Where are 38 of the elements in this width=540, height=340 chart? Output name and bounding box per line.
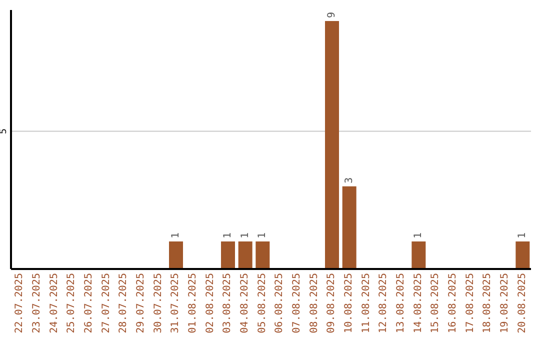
x-tick-label: 19.08.2025	[500, 273, 510, 334]
x-tick-label: 30.07.2025	[152, 273, 164, 334]
x-tick-label: 20.08.2025	[516, 273, 528, 334]
data-label: 3	[344, 177, 355, 184]
x-tick-label: 05.08.2025	[256, 273, 268, 334]
data-label: 9	[326, 12, 338, 18]
x-tick-label: 04.08.2025	[240, 273, 250, 334]
x-tick-label: 12.08.2025	[378, 273, 390, 334]
data-label: 1	[222, 232, 234, 238]
x-tick-label: 27.07.2025	[100, 273, 112, 334]
data-label: 1	[240, 232, 251, 238]
x-tick-label: 18.08.2025	[482, 273, 494, 334]
x-tick-label: 25.07.2025	[66, 273, 78, 334]
data-label: 1	[517, 232, 528, 238]
data-label: 1	[257, 232, 268, 238]
data-label: 1	[170, 232, 182, 238]
x-tick-label: 26.07.2025	[84, 273, 94, 334]
x-tick-label: 22.07.2025	[14, 273, 26, 334]
x-tick-label: 29.07.2025	[136, 273, 146, 334]
x-tick-label: 13.08.2025	[396, 273, 406, 334]
x-tick-label: 31.07.2025	[170, 273, 182, 334]
x-tick-label: 24.07.2025	[48, 273, 60, 334]
data-label: 1	[413, 232, 424, 238]
x-tick-label: 11.08.2025	[360, 273, 372, 334]
x-tick-label: 07.08.2025	[292, 273, 302, 334]
x-tick-label: 10.08.2025	[344, 273, 354, 334]
x-tick-label: 14.08.2025	[412, 273, 424, 334]
x-tick-label: 08.08.2025	[308, 273, 320, 334]
x-tick-label: 02.08.2025	[204, 273, 216, 334]
x-tick-label: 06.08.2025	[274, 273, 286, 334]
x-tick-label: 01.08.2025	[188, 273, 198, 334]
x-tick-label: 03.08.2025	[222, 273, 234, 334]
x-tick-label: 23.07.2025	[32, 273, 42, 334]
x-tick-label: 17.08.2025	[464, 273, 476, 334]
x-tick-label: 16.08.2025	[448, 273, 458, 334]
x-tick-label: 09.08.2025	[326, 273, 338, 334]
x-tick-label: 15.08.2025	[430, 273, 442, 334]
x-tick-label: 28.07.2025	[118, 273, 130, 334]
